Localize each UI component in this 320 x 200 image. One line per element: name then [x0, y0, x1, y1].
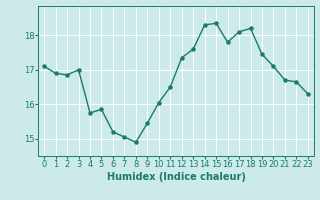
- X-axis label: Humidex (Indice chaleur): Humidex (Indice chaleur): [107, 172, 245, 182]
